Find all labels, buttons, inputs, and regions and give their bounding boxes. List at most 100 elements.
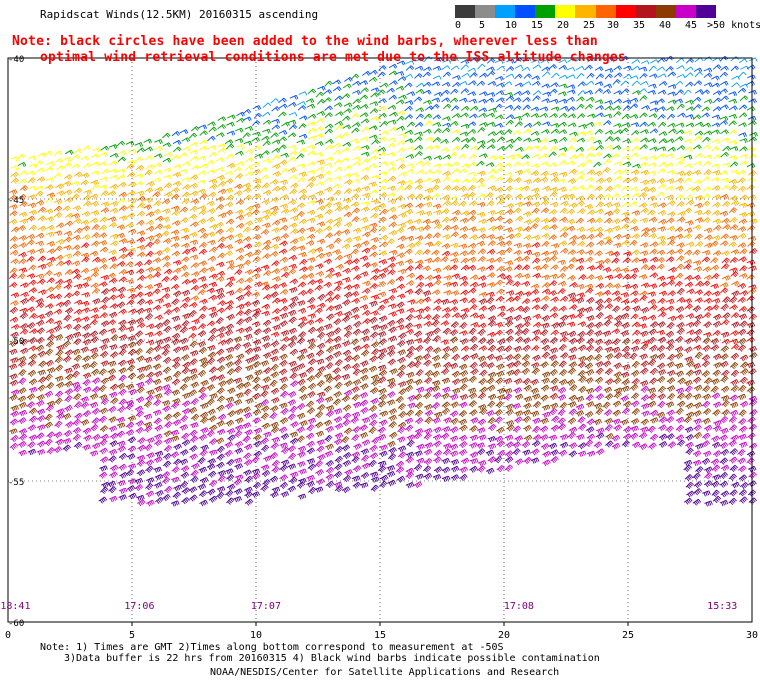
wind-barb (640, 264, 649, 271)
wind-barb (323, 281, 332, 288)
wind-barb (307, 313, 316, 319)
wind-barb (108, 486, 117, 494)
wind-barb (512, 130, 522, 136)
wind-barb (217, 300, 226, 307)
wind-barb (504, 434, 514, 441)
wind-barb (738, 418, 747, 426)
wind-barb (603, 177, 613, 183)
wind-barb (272, 276, 281, 282)
wind-barb (397, 147, 406, 154)
wind-barb (224, 139, 234, 145)
wind-barb (711, 489, 720, 498)
wind-barb (514, 226, 524, 233)
wind-barb (297, 227, 306, 234)
wind-barb (656, 178, 666, 185)
wind-barb (593, 170, 603, 177)
wind-barb (587, 113, 596, 119)
wind-barb (405, 265, 414, 272)
wind-barb (299, 258, 308, 265)
wind-barb (359, 304, 369, 311)
wind-barb (496, 65, 506, 71)
wind-barb (405, 235, 415, 242)
wind-barb (253, 249, 262, 256)
wind-barb (351, 283, 360, 290)
wind-barb (35, 319, 45, 327)
wind-barb (595, 232, 604, 238)
wind-barb (550, 176, 560, 183)
wind-barb (343, 324, 353, 332)
wind-barb (207, 191, 217, 198)
wind-barb (379, 480, 388, 489)
wind-barb (684, 356, 694, 363)
wind-barb (613, 98, 623, 104)
wind-barb (271, 486, 281, 493)
wind-barb (89, 450, 99, 457)
wind-barb (325, 354, 334, 362)
wind-barb (362, 192, 371, 199)
wind-barb (747, 465, 757, 473)
wind-barb (181, 367, 190, 375)
wind-barb (62, 205, 71, 212)
wind-barb (496, 240, 505, 247)
wind-barb (109, 464, 119, 472)
wind-barb (10, 300, 19, 307)
wind-barb (459, 233, 468, 240)
wind-barb (44, 261, 53, 268)
wind-barb (162, 384, 171, 391)
wind-barb (63, 236, 73, 243)
wind-barb (251, 456, 260, 464)
wind-barb (712, 154, 722, 160)
wind-barb (586, 297, 595, 305)
wind-barb (639, 144, 649, 150)
wind-barb (227, 114, 236, 120)
wind-barb (450, 88, 459, 95)
wind-barb (252, 225, 261, 232)
wind-barb (395, 227, 405, 234)
wind-barb (641, 105, 650, 111)
wind-barb (521, 360, 531, 368)
wind-barb (623, 65, 632, 71)
wind-barb (217, 470, 227, 477)
wind-barb (703, 297, 713, 304)
wind-barb (226, 290, 235, 296)
wind-barb (117, 359, 127, 367)
wind-barb (270, 196, 280, 203)
wind-barb (316, 110, 326, 116)
wind-barb (432, 137, 442, 143)
wind-barb (398, 212, 407, 219)
wind-barb (208, 449, 218, 456)
wind-barb (647, 264, 657, 271)
wind-barb (377, 105, 387, 111)
wind-barb (243, 259, 252, 266)
wind-barb (612, 145, 622, 151)
wind-barb (657, 106, 666, 112)
wind-barb (225, 396, 235, 403)
wind-barb (497, 311, 506, 318)
wind-barb (622, 138, 632, 144)
wind-barb (332, 398, 342, 406)
wind-barb (243, 459, 253, 467)
wind-barb (262, 253, 271, 260)
wind-barb (271, 466, 280, 474)
wind-barb (486, 296, 495, 305)
wind-barb (353, 443, 362, 450)
wind-barb (153, 344, 162, 352)
wind-barb (19, 307, 28, 314)
wind-barb (613, 377, 622, 385)
wind-barb (739, 400, 749, 408)
wind-barb (261, 199, 270, 206)
wind-barb (486, 338, 495, 346)
wind-barb (117, 198, 126, 204)
wind-barb (459, 275, 468, 282)
wind-barb (9, 316, 19, 323)
wind-barb (593, 385, 603, 393)
wind-barb (136, 251, 146, 258)
wind-barb (26, 306, 36, 313)
wind-barb (459, 297, 468, 304)
wind-barb (532, 90, 542, 96)
wind-barb (586, 265, 596, 271)
wind-barb (595, 259, 605, 266)
wind-barb (477, 275, 487, 282)
wind-barb (414, 144, 424, 151)
wind-barb (224, 209, 234, 216)
